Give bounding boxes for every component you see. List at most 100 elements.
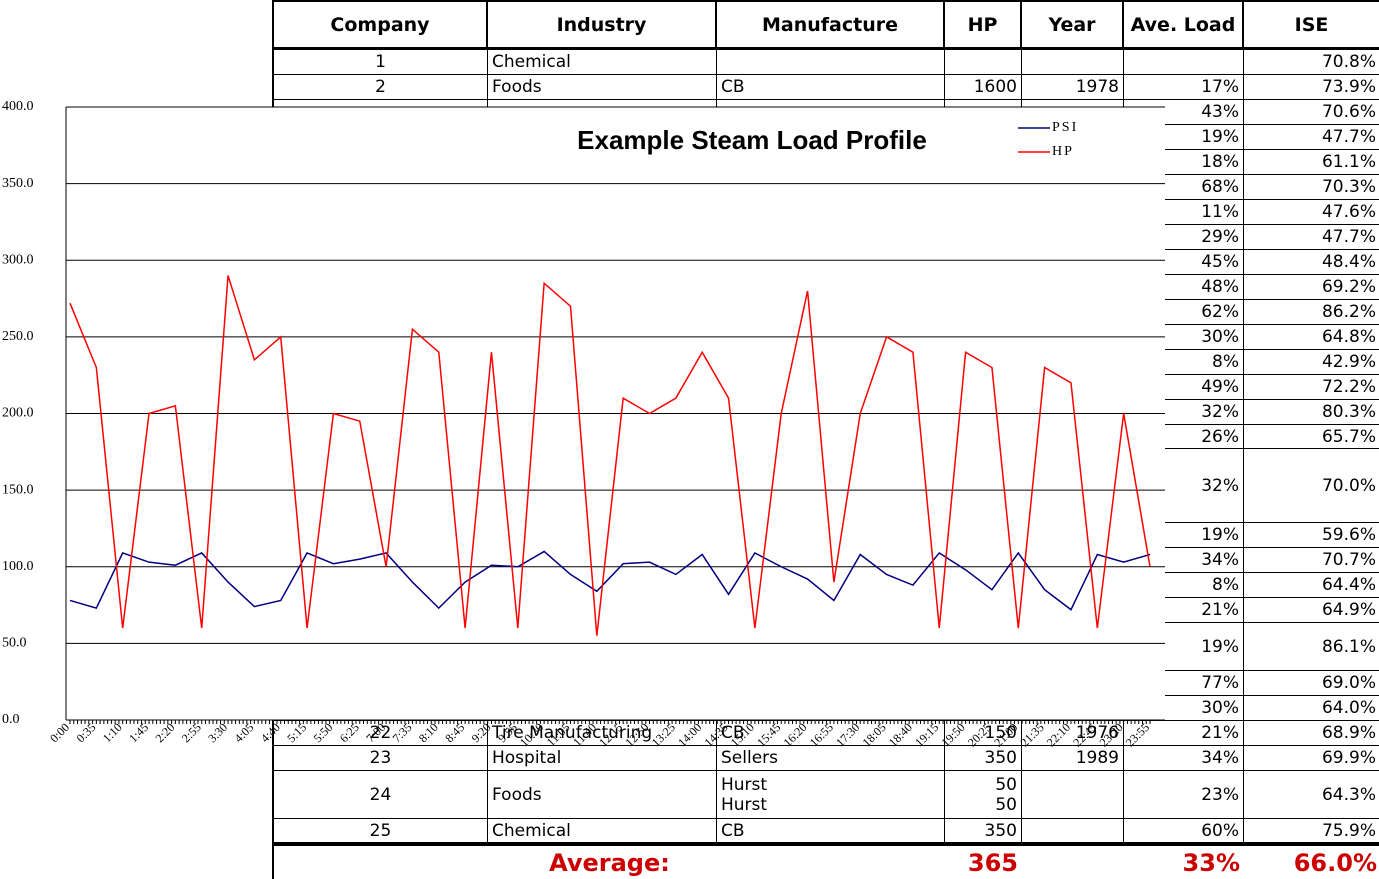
cell-text: Chemical (492, 52, 571, 72)
table-cell: 29% (1124, 225, 1244, 249)
cell-text: Foods (492, 77, 542, 97)
table-cell: 77% (1124, 671, 1244, 695)
cell-line: 50 (995, 774, 1017, 795)
table-cell: 22 (274, 721, 488, 745)
table-row: 25 Chemical CB 350 60% 75.9% (274, 819, 1379, 843)
cell-text: 69.0% (1321, 673, 1376, 693)
table-cell: 24 (274, 771, 488, 818)
x-tick-label: 23:20 (1097, 720, 1126, 749)
table-cell: CB (717, 721, 945, 745)
cell-text: 68.9% (1321, 723, 1376, 743)
cell-text: 70.8% (1321, 52, 1376, 72)
table-cell: 350 (945, 819, 1022, 842)
cell-text: 69.2% (1321, 277, 1376, 297)
table-cell: 23 (274, 746, 488, 770)
table-cell: CB (717, 819, 945, 842)
x-tick-label: 0:00 (47, 720, 72, 745)
table-cell: 66.0% (1244, 846, 1379, 879)
cell-text: 62% (1201, 302, 1239, 322)
cell-text: Foods (492, 784, 542, 805)
x-tick-label: 11:05 (544, 720, 573, 749)
cell-text: 34% (1201, 550, 1239, 570)
table-row: 24 Foods Hurst Hurst 50 50 23% 64.3% (274, 771, 1379, 819)
table-cell: 32% (1124, 449, 1244, 522)
table-cell: Chemical (488, 819, 717, 842)
y-tick-label: 200.0 (2, 406, 34, 421)
y-tick-label: 0.0 (2, 712, 20, 727)
cell-text: 47.7% (1321, 127, 1376, 147)
x-tick-label: 15:10 (728, 720, 757, 749)
table-cell: 64.8% (1244, 325, 1379, 349)
y-tick-label: 250.0 (2, 329, 34, 344)
table-cell: 72.2% (1244, 375, 1379, 399)
average-text: Average: (549, 848, 670, 877)
cell-text: 59.6% (1321, 525, 1376, 545)
cell-text: 47.7% (1321, 227, 1376, 247)
cell-text: 19% (1201, 127, 1239, 147)
y-tick-label: 300.0 (2, 252, 34, 267)
average-text: 66.0% (1293, 848, 1377, 877)
legend-label: HP (1052, 144, 1074, 159)
cell-text: 17% (1201, 77, 1239, 97)
cell-text: 73.9% (1321, 77, 1376, 97)
cell-text: 1 (375, 52, 386, 72)
cell-text: 19% (1201, 525, 1239, 545)
table-cell: 45% (1124, 250, 1244, 274)
cell-text: 64.0% (1321, 698, 1376, 718)
cell-text: 350 (984, 820, 1017, 841)
table-cell: 70.8% (1244, 50, 1379, 74)
cell-text: 69.9% (1321, 748, 1376, 768)
table-cell: 62% (1124, 300, 1244, 324)
cell-text: 64.8% (1321, 327, 1376, 347)
cell-text: 64.9% (1321, 600, 1376, 620)
cell-text: 80.3% (1321, 402, 1376, 422)
table-cell: 64.9% (1244, 598, 1379, 622)
series-line (69, 275, 1151, 636)
table-cell: 30% (1124, 696, 1244, 720)
cell-text: 47.6% (1321, 202, 1376, 222)
cell-text: 72.2% (1321, 377, 1376, 397)
cell-text: 8% (1212, 352, 1239, 372)
cell-text: CB (721, 820, 745, 841)
y-tick-label: 400.0 (2, 99, 34, 114)
cell-text: 25 (369, 820, 392, 841)
cell-text: 32% (1201, 475, 1239, 496)
cell-text: 23% (1201, 784, 1239, 805)
cell-text: 70.6% (1321, 102, 1376, 122)
cell-text: 1976 (1075, 723, 1119, 743)
table-cell: Hospital (488, 746, 717, 770)
cell-text: 42.9% (1321, 352, 1376, 372)
table-cell: 1600 (945, 75, 1022, 99)
table-cell: 59.6% (1244, 523, 1379, 547)
y-tick-label: 350.0 (2, 176, 34, 191)
cell-text: 1989 (1075, 748, 1119, 768)
table-cell: 19% (1124, 623, 1244, 670)
table-cell: 21% (1124, 598, 1244, 622)
table-cell: 49% (1124, 375, 1244, 399)
table-cell: 1989 (1022, 746, 1124, 770)
column-header: ISE (1244, 2, 1379, 47)
x-tick-label: 11:40 (570, 720, 599, 749)
table-cell: 86.2% (1244, 300, 1379, 324)
table-cell: 8% (1124, 573, 1244, 597)
cell-text: Chemical (492, 820, 571, 841)
cell-text: 2 (375, 77, 386, 97)
table-cell: 69.9% (1244, 746, 1379, 770)
header-row: Company Industry Manufacture HP Year Ave. Loa… (274, 0, 1379, 50)
column-header: Industry (488, 2, 717, 47)
x-tick-label: 21:35 (1018, 720, 1047, 749)
table-row: 1 Chemical 70.8% (274, 50, 1379, 75)
table-cell: 75.9% (1244, 819, 1379, 842)
table-cell: Foods (488, 75, 717, 99)
x-tick-label: 19:50 (938, 720, 967, 749)
table-cell: 8% (1124, 350, 1244, 374)
cell-text: 70.0% (1321, 475, 1376, 496)
cell-text: 61.1% (1321, 152, 1376, 172)
table-row: 22 Tire Manufacturing CB 150 1976 21% 68.9% (274, 721, 1379, 746)
table-cell: 42.9% (1244, 350, 1379, 374)
table-cell: 64.4% (1244, 573, 1379, 597)
table-row: 2 Foods CB 1600 1978 17% 73.9% (274, 75, 1379, 100)
table-cell: 11% (1124, 200, 1244, 224)
table-cell: 30% (1124, 325, 1244, 349)
cell-text: 64.4% (1321, 575, 1376, 595)
